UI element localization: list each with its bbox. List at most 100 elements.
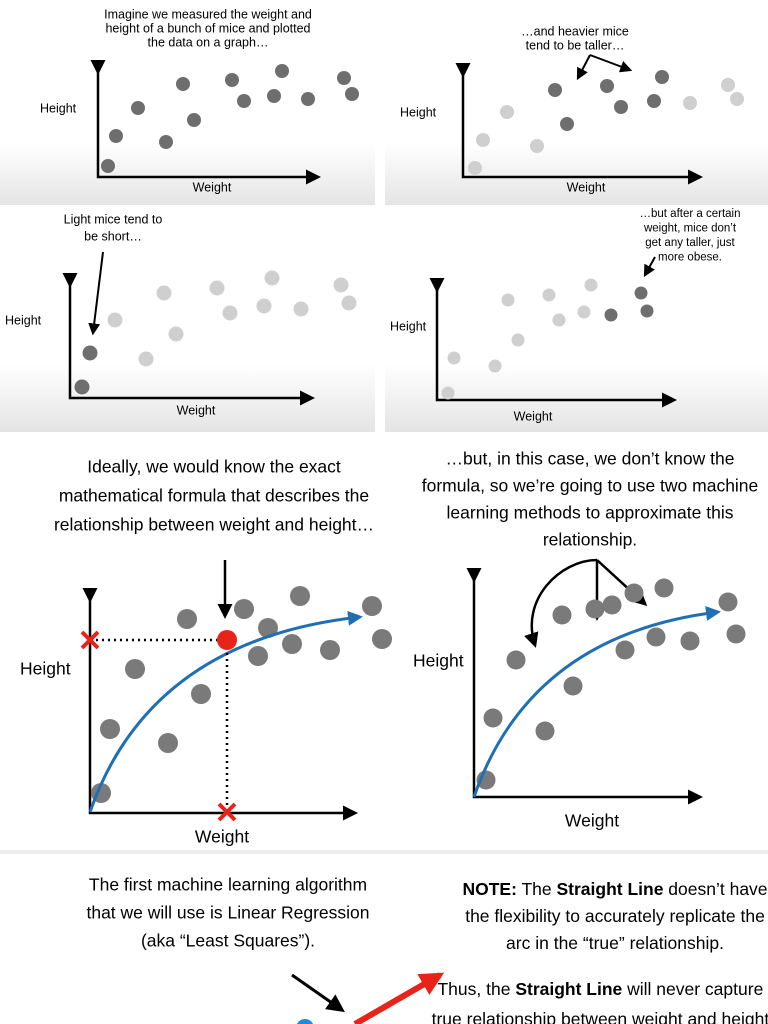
dot	[341, 295, 357, 311]
dot	[258, 618, 278, 638]
dot	[535, 721, 555, 741]
dot	[615, 640, 635, 660]
texts: Imagine we measured the weight andheight…	[5, 7, 768, 1024]
caption-line: The first machine learning algorithm	[89, 875, 367, 895]
dot	[476, 133, 490, 147]
dot	[548, 83, 562, 97]
dot	[125, 659, 145, 679]
dot	[225, 73, 239, 87]
caption-line: that we will use is Linear Regression	[86, 903, 369, 923]
dot	[101, 159, 115, 173]
caption-line: …and heavier mice	[521, 24, 629, 38]
note-segment: NOTE:	[462, 879, 516, 899]
dot	[634, 286, 648, 300]
caption-line: get any taller, just	[645, 237, 735, 249]
dot	[654, 578, 674, 598]
note-segment: doesn’t have	[663, 879, 767, 899]
dot	[640, 304, 654, 318]
dot	[602, 595, 622, 615]
y-axis-label: Height	[413, 651, 464, 671]
note-segment: will never capture the	[622, 979, 768, 999]
note-line: Thus, the Straight Line will never captu…	[437, 979, 768, 999]
dot	[542, 288, 556, 302]
caption-line: Light mice tend to	[64, 212, 163, 226]
dot	[584, 278, 598, 292]
dot	[372, 629, 392, 649]
x-axis-label: Weight	[177, 403, 216, 417]
caption-line: be short…	[84, 229, 142, 243]
dot	[237, 94, 251, 108]
note-segment: Thus, the	[437, 979, 515, 999]
caption-line: formula, so we’re going to use two machi…	[422, 476, 759, 496]
dot	[177, 609, 197, 629]
dot	[264, 270, 280, 286]
dot	[721, 78, 735, 92]
caption-line: (aka “Least Squares”).	[141, 931, 315, 951]
caption-line: …but after a certain	[640, 208, 741, 220]
note-segment: the flexibility to accurately replicate …	[465, 906, 765, 926]
dot	[100, 719, 120, 739]
dot	[187, 113, 201, 127]
dot	[168, 326, 184, 342]
caption-line: mathematical formula that describes the	[59, 486, 369, 506]
dot	[282, 634, 302, 654]
note-segment: Straight Line	[515, 979, 622, 999]
dot	[158, 733, 178, 753]
dot	[290, 586, 310, 606]
dot	[362, 596, 382, 616]
dot	[511, 333, 525, 347]
dot	[552, 313, 566, 327]
dot	[345, 87, 359, 101]
dot	[293, 301, 309, 317]
dot	[447, 351, 461, 365]
dot	[718, 592, 738, 612]
dot	[176, 77, 190, 91]
dot	[680, 631, 700, 651]
divider	[0, 850, 768, 854]
dot	[647, 94, 661, 108]
panel-bg	[398, 434, 760, 850]
caption-line: relationship between weight and height…	[54, 515, 374, 535]
dot	[552, 605, 572, 625]
caption-line: Ideally, we would know the exact	[87, 457, 341, 477]
dot	[468, 161, 482, 175]
caption-line: more obese.	[658, 252, 722, 264]
caption-line: Imagine we measured the weight and	[104, 7, 312, 21]
caption-line: weight, mice don’t	[643, 223, 737, 235]
caption-line: tend to be taller…	[526, 38, 625, 52]
note-segment: true relationship between weight and hei…	[432, 1009, 768, 1024]
x-axis-label: Weight	[193, 180, 232, 194]
dot	[337, 71, 351, 85]
dot	[301, 92, 315, 106]
curves	[80, 606, 721, 1024]
x-axis-label: Weight	[514, 409, 553, 423]
note-line: arc in the “true” relationship.	[506, 933, 724, 953]
y-axis-label: Height	[20, 659, 71, 679]
note-line: the flexibility to accurately replicate …	[465, 906, 765, 926]
dot	[730, 92, 744, 106]
dot	[209, 280, 225, 296]
caption-line: relationship.	[543, 530, 637, 550]
dot	[577, 305, 591, 319]
x-axis-label: Weight	[565, 811, 619, 831]
note-segment: The	[517, 879, 557, 899]
dot	[488, 359, 502, 373]
dot	[624, 583, 644, 603]
caption-line: learning methods to approximate this	[447, 503, 734, 523]
y-axis-label: Height	[5, 313, 42, 327]
y-axis-label: Height	[400, 105, 437, 119]
dot	[248, 646, 268, 666]
dot	[82, 345, 98, 361]
dot	[107, 312, 123, 328]
dot	[646, 627, 666, 647]
dot	[138, 351, 154, 367]
dot	[441, 386, 455, 400]
dot	[222, 305, 238, 321]
x-axis-label: Weight	[195, 827, 249, 847]
dot	[585, 599, 605, 619]
note-line: NOTE: The Straight Line doesn’t have	[462, 879, 767, 899]
y-axis-label: Height	[390, 319, 427, 333]
dot	[191, 684, 211, 704]
dot	[560, 117, 574, 131]
